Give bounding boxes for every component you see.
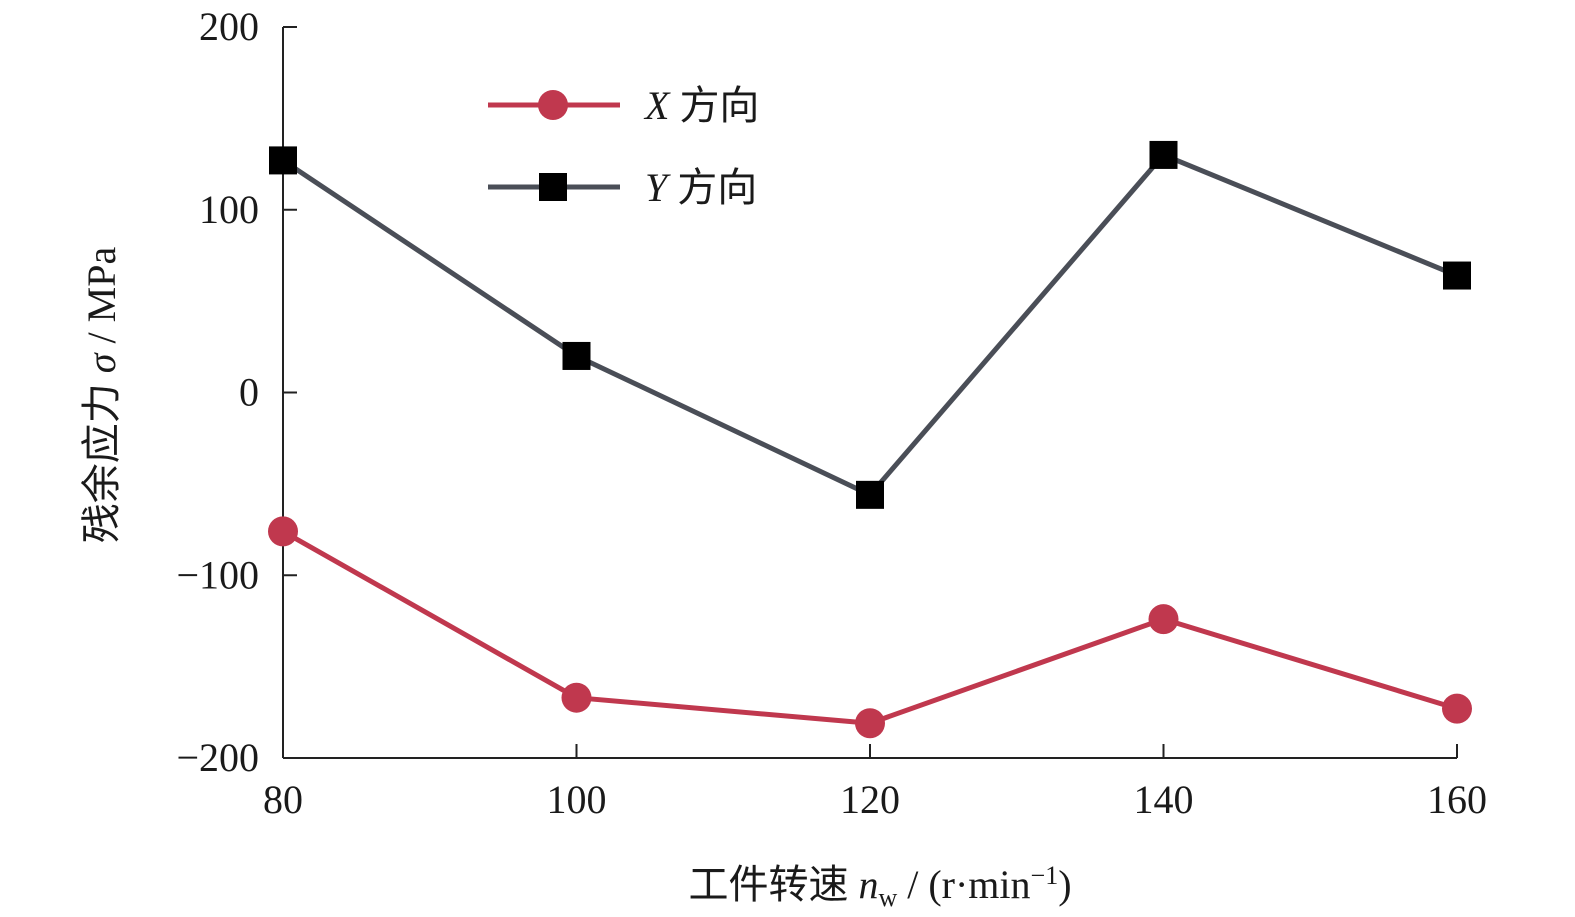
y-tick-label: −100	[176, 552, 259, 597]
legend-label: X 方向	[643, 83, 759, 128]
legend-marker	[538, 90, 568, 120]
data-point	[855, 708, 885, 739]
legend-item-x: X 方向	[488, 83, 759, 128]
y-tick-label: −200	[176, 735, 259, 780]
legend-item-y: Y 方向	[488, 165, 757, 210]
series-y	[269, 140, 1471, 509]
series-layer	[268, 140, 1472, 739]
axes	[282, 26, 1458, 759]
data-point	[1443, 261, 1471, 290]
x-axis-title: 工件转速 nw / (r·min−1)	[688, 861, 1071, 912]
series-line	[281, 152, 1458, 498]
legend-marker	[539, 173, 567, 201]
data-point	[856, 480, 884, 509]
data-point	[268, 516, 298, 547]
data-point	[1149, 140, 1178, 169]
x-tick-label: 140	[1134, 777, 1194, 822]
legend: X 方向 Y 方向	[488, 83, 759, 210]
data-point	[1442, 693, 1472, 724]
x-tick-label: 80	[263, 777, 303, 822]
y-tick-label: 200	[199, 4, 259, 49]
y-tick-label: 100	[199, 187, 259, 232]
x-tick-label: 100	[547, 777, 607, 822]
data-point	[269, 146, 297, 175]
y-tick-label: 0	[239, 370, 259, 415]
series-x	[268, 516, 1472, 739]
data-point	[561, 682, 592, 713]
data-point	[1148, 604, 1179, 635]
y-axis-title: 残余应力 σ / MPa	[79, 247, 124, 544]
x-tick-label: 160	[1427, 777, 1487, 822]
x-tick-label: 120	[840, 777, 900, 822]
data-point	[562, 341, 591, 370]
series-line	[281, 529, 1458, 726]
legend-label: Y 方向	[645, 165, 757, 210]
